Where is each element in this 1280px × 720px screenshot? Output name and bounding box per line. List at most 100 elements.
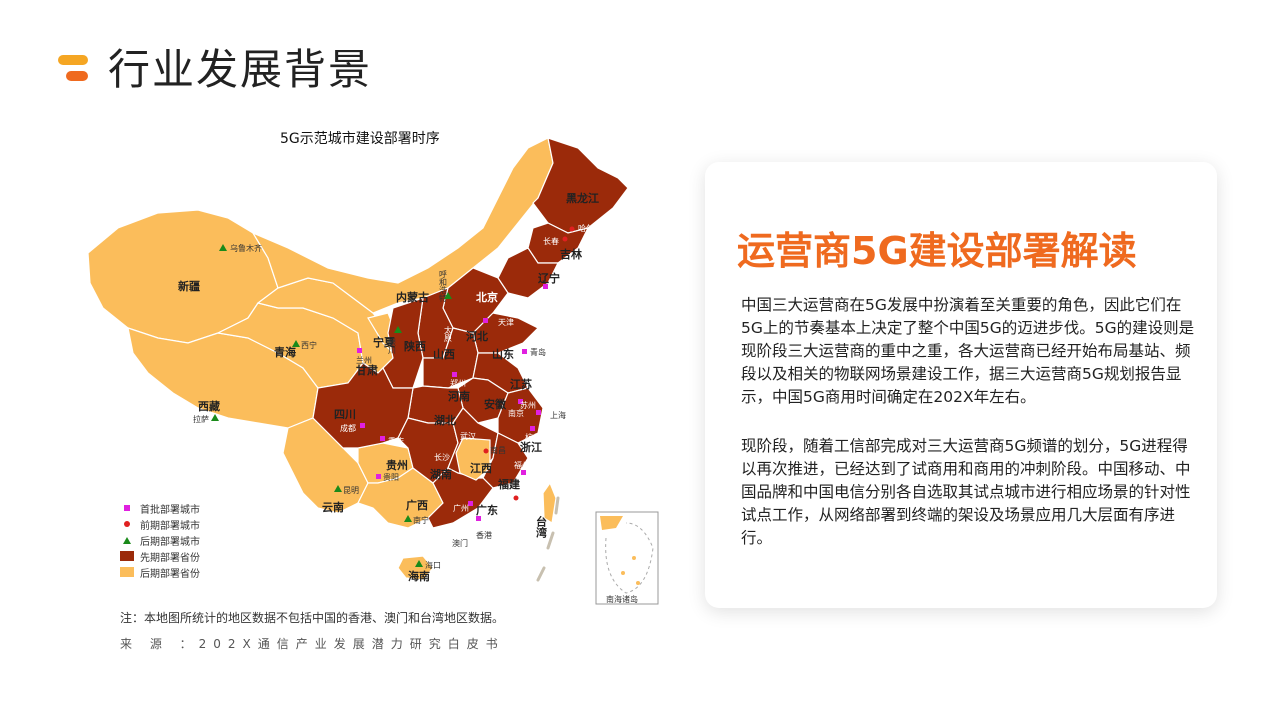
city-shanghai: 上海 [550, 410, 566, 420]
label-gansu: 甘肃 [356, 363, 378, 377]
label-sichuan: 四川 [334, 408, 356, 421]
label-guizhou: 贵州 [386, 458, 408, 472]
city-fuzhou: 福州 [514, 461, 530, 470]
marker-nanchang [483, 448, 489, 454]
city-nanchang: 南昌 [490, 445, 506, 455]
marker-lhasa [211, 414, 219, 421]
city-chongqing: 重庆 [388, 436, 404, 446]
marker-lanzhou [357, 348, 362, 353]
city-yinchuan: 银川 [388, 337, 397, 354]
label-jiangxi: 江西 [470, 461, 492, 475]
city-lanzhou: 兰州 [356, 355, 372, 365]
label-liaoning: 辽宁 [538, 271, 560, 285]
label-hunan: 湖南 [430, 467, 452, 481]
magenta-square-icon [124, 505, 130, 511]
label-qinghai: 青海 [274, 345, 296, 359]
marker-kunming [334, 485, 342, 492]
legend-label: 首批部署城市 [140, 504, 200, 516]
label-yunnan: 云南 [322, 500, 344, 514]
label-hebei: 河北 [466, 329, 488, 343]
marker-changchun [562, 236, 568, 242]
label-taiwan: 台湾 [535, 515, 548, 539]
label-shandong: 山东 [492, 347, 514, 361]
marker-tianjin [483, 318, 488, 323]
marker-haikou [415, 560, 423, 567]
marker-shenyang [543, 284, 548, 289]
province-guangdong [427, 467, 494, 529]
legend-label: 后期部署城市 [140, 536, 200, 548]
label-anhui: 安徽 [484, 397, 507, 411]
marker-suzhou [518, 399, 523, 404]
red-dot-icon [124, 521, 130, 527]
marker-nanning [404, 515, 412, 522]
city-nanning: 南宁 [413, 515, 429, 525]
city-guiyang: 贵阳 [383, 472, 399, 482]
marker-chengdu [360, 423, 365, 428]
marker-shenzhen [476, 516, 481, 521]
marker-hangzhou [530, 426, 535, 431]
label-hainan: 海南 [408, 569, 430, 583]
label-shaanxi: 陕西 [404, 339, 426, 353]
marker-xining [292, 340, 300, 347]
marker-guangzhou [468, 501, 473, 506]
green-triangle-icon [123, 536, 131, 544]
marker-chongqing [380, 436, 385, 441]
source-text: 来 源 ：202X通信产业发展潜力研究白皮书 [120, 637, 505, 651]
city-nanjing: 南京 [508, 408, 524, 418]
label-guangxi: 广西 [406, 498, 428, 512]
city-suzhou: 苏州 [520, 400, 536, 410]
city-xiamen: 厦门 [521, 493, 537, 503]
marker-zhengzhou [452, 372, 457, 377]
city-harbin: 哈尔滨 [578, 223, 602, 233]
card-paragraph-2: 现阶段，随着工信部完成对三大运营商5G频谱的划分，5G进程得以再次推进，已经达到… [741, 437, 1191, 547]
map-note: 注：本地图所统计的地区数据不包括中国的香港、澳门和台湾地区数据。 [120, 611, 505, 625]
label-zhejiang: 浙江 [520, 440, 542, 454]
city-urumqi: 乌鲁木齐 [230, 243, 262, 253]
city-shenyang: 沈阳 [540, 292, 556, 302]
city-chengdu: 成都 [340, 423, 356, 433]
marker-urumqi [219, 244, 227, 251]
marker-xiamen [513, 495, 519, 501]
info-card: 运营商5G建设部署解读 中国三大运营商在5G发展中扮演着至关重要的角色，因此它们… [705, 162, 1217, 608]
marker-harbin [569, 226, 575, 232]
label-shanxi: 山西 [433, 347, 455, 361]
label-jiangsu: 江苏 [510, 377, 532, 391]
label-xizang: 西藏 [198, 399, 220, 413]
city-changchun: 长春 [543, 236, 559, 246]
label-jilin: 吉林 [560, 247, 582, 261]
marker-shanghai [536, 410, 541, 415]
china-map: 南海诸岛 新疆 西藏 青海 甘肃 宁夏 内蒙古 黑龙江 吉林 辽宁 北京 河北 … [87, 137, 659, 605]
city-kunming: 昆明 [343, 486, 359, 495]
marker-hohhot [444, 292, 452, 299]
city-taiyuan: 太原 [444, 325, 453, 342]
inset-label: 南海诸岛 [606, 594, 638, 604]
city-shenzhen: 深圳 [483, 514, 499, 524]
city-haikou: 海口 [425, 560, 441, 570]
label-ningxia: 宁夏 [373, 335, 396, 349]
label-guangdong: 广东 [476, 503, 498, 517]
marker-fuzhou [521, 470, 526, 475]
marker-guiyang [376, 474, 381, 479]
legend-label: 前期部署城市 [140, 520, 200, 532]
province-taiwan [542, 481, 557, 524]
light-swatch [120, 567, 134, 577]
logo-icon [58, 55, 90, 85]
city-macau: 澳门 [452, 538, 468, 548]
label-heilongjiang: 黑龙江 [566, 191, 599, 205]
card-paragraph-1: 中国三大运营商在5G发展中扮演着至关重要的角色，因此它们在5G上的节奏基本上决定… [741, 296, 1195, 406]
label-henan: 河南 [448, 389, 470, 403]
city-zhengzhou: 郑州 [450, 378, 466, 388]
province-fujian [482, 432, 529, 489]
city-markers: 乌鲁木齐 哈尔滨 长春 沈阳 呼和浩特 天津 青岛 西宁 兰州 银川 太原 郑州… [193, 223, 602, 570]
city-tianjin: 天津 [498, 317, 514, 327]
page-title: 行业发展背景 [108, 45, 373, 94]
card-title: 运营商5G建设部署解读 [737, 229, 1137, 273]
map-title: 5G示范城市建设部署时序 [280, 131, 440, 147]
dark-swatch [120, 551, 134, 561]
legend-label: 后期部署省份 [140, 568, 200, 580]
label-beijing: 北京 [476, 290, 498, 304]
city-hongkong: 香港 [476, 530, 492, 540]
label-neimenggu: 内蒙古 [396, 290, 429, 304]
city-qingdao: 青岛 [530, 347, 546, 357]
city-wuhan: 武汉 [460, 431, 476, 441]
